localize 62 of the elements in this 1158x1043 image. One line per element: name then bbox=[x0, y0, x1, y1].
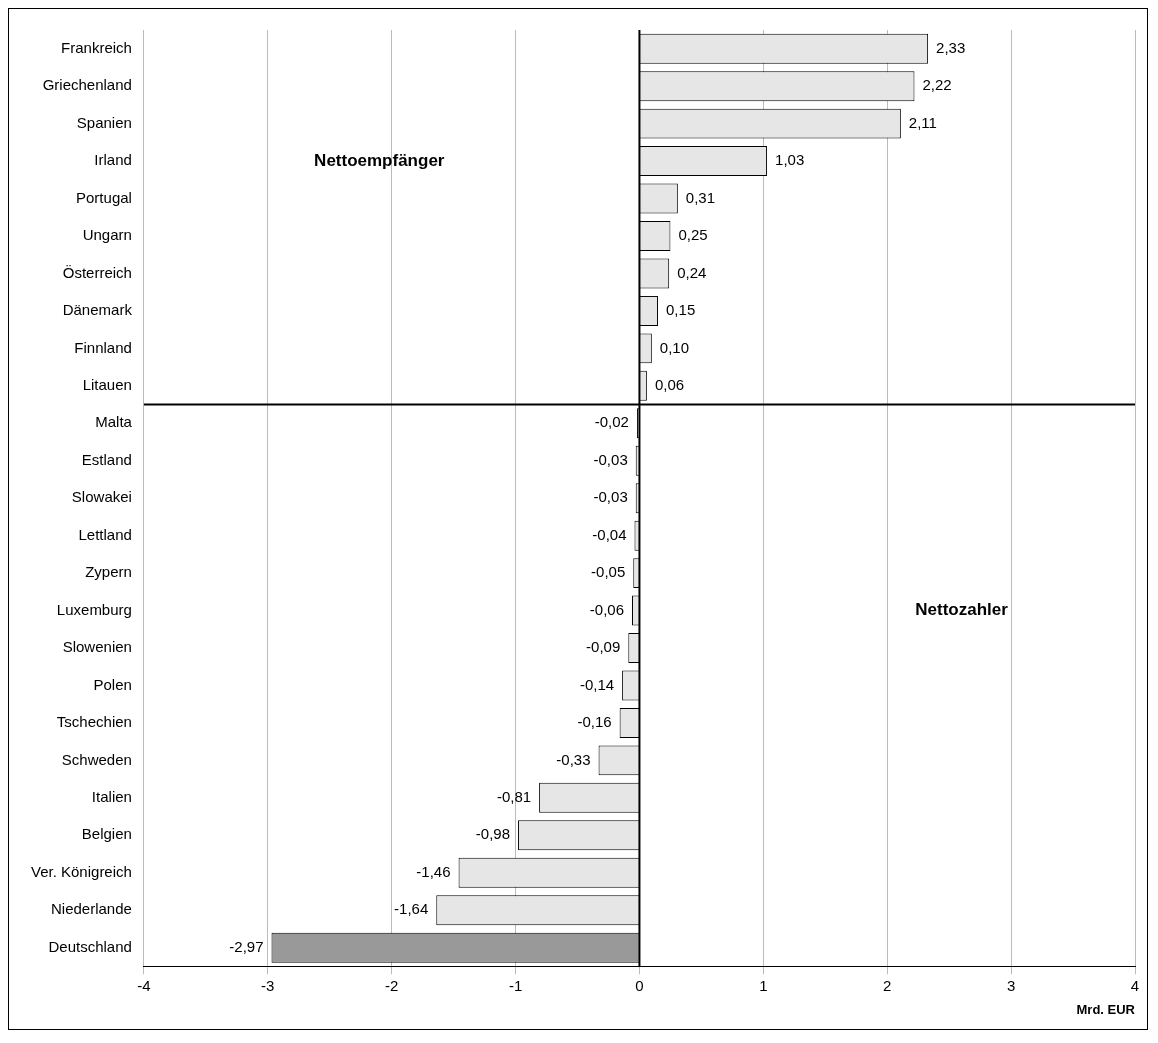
y-tick-label: Portugal bbox=[76, 188, 132, 206]
data-label: 0,31 bbox=[685, 188, 716, 206]
annotation: Nettozahler bbox=[915, 600, 1009, 620]
y-tick-label: Deutschland bbox=[48, 937, 132, 955]
data-label: 0,15 bbox=[666, 301, 696, 319]
data-label: -0,14 bbox=[579, 675, 615, 693]
y-tick-label: Ungarn bbox=[82, 226, 132, 244]
y-tick-label: Irland bbox=[94, 151, 132, 169]
data-label: -0,16 bbox=[577, 713, 612, 731]
y-tick-label: Österreich bbox=[62, 263, 132, 281]
data-label: -0,98 bbox=[475, 825, 511, 843]
x-tick-label: 2 bbox=[883, 976, 892, 994]
data-label: 2,33 bbox=[936, 38, 966, 56]
y-tick-label: Tschechien bbox=[56, 713, 132, 731]
data-label: -0,09 bbox=[586, 638, 621, 656]
y-tick-label: Lettland bbox=[78, 525, 132, 543]
data-label: 0,24 bbox=[677, 263, 707, 281]
y-tick-label: Slowakei bbox=[71, 488, 132, 506]
x-tick-label: 4 bbox=[1130, 976, 1140, 994]
data-label: -0,05 bbox=[591, 563, 626, 581]
data-label: 1,03 bbox=[775, 151, 805, 169]
data-label: -1,64 bbox=[394, 900, 429, 918]
y-tick-label: Polen bbox=[93, 675, 132, 693]
data-label: 0,10 bbox=[659, 338, 690, 356]
y-tick-label: Zypern bbox=[85, 563, 132, 581]
data-label: -0,06 bbox=[589, 600, 625, 618]
y-tick-label: Niederlande bbox=[51, 900, 132, 918]
y-tick-label: Litauen bbox=[82, 375, 132, 393]
y-tick-label: Estland bbox=[81, 450, 132, 468]
x-axis-title: Mrd. EUR bbox=[1076, 1001, 1136, 1017]
x-tick-label: -1 bbox=[508, 976, 523, 994]
data-label: -0,33 bbox=[556, 750, 591, 768]
data-label: -0,81 bbox=[496, 787, 532, 805]
data-label: -0,03 bbox=[593, 488, 628, 506]
y-tick-label: Schweden bbox=[61, 750, 132, 768]
x-tick-label: 3 bbox=[1006, 976, 1016, 994]
data-label: 0,25 bbox=[678, 226, 708, 244]
y-tick-label: Italien bbox=[91, 787, 132, 805]
data-label: -0,03 bbox=[593, 450, 628, 468]
y-tick-label: Finnland bbox=[74, 338, 132, 356]
x-tick-label: -3 bbox=[261, 976, 275, 994]
y-tick-label: Dänemark bbox=[62, 301, 133, 319]
y-tick-label: Slowenien bbox=[62, 638, 132, 656]
data-label: -0,02 bbox=[594, 413, 629, 431]
data-label: 0,06 bbox=[654, 375, 685, 393]
annotation: Nettoempfänger bbox=[314, 150, 445, 170]
x-tick-label: -4 bbox=[137, 976, 151, 994]
x-tick-label: 0 bbox=[635, 976, 644, 994]
y-tick-label: Spanien bbox=[76, 113, 132, 131]
data-label: -2,97 bbox=[229, 937, 264, 955]
y-tick-label: Malta bbox=[95, 413, 133, 431]
data-label: 2,22 bbox=[922, 76, 952, 94]
x-tick-label: -2 bbox=[385, 976, 399, 994]
data-label: -0,04 bbox=[592, 525, 627, 543]
y-tick-label: Luxemburg bbox=[56, 600, 132, 618]
data-label: -1,46 bbox=[416, 862, 451, 880]
y-tick-label: Ver. Königreich bbox=[30, 862, 132, 880]
data-label: 2,11 bbox=[908, 113, 937, 131]
y-tick-label: Frankreich bbox=[61, 38, 132, 56]
y-tick-label: Belgien bbox=[81, 825, 132, 843]
x-tick-label: 1 bbox=[759, 976, 768, 994]
y-tick-label: Griechenland bbox=[42, 76, 132, 94]
